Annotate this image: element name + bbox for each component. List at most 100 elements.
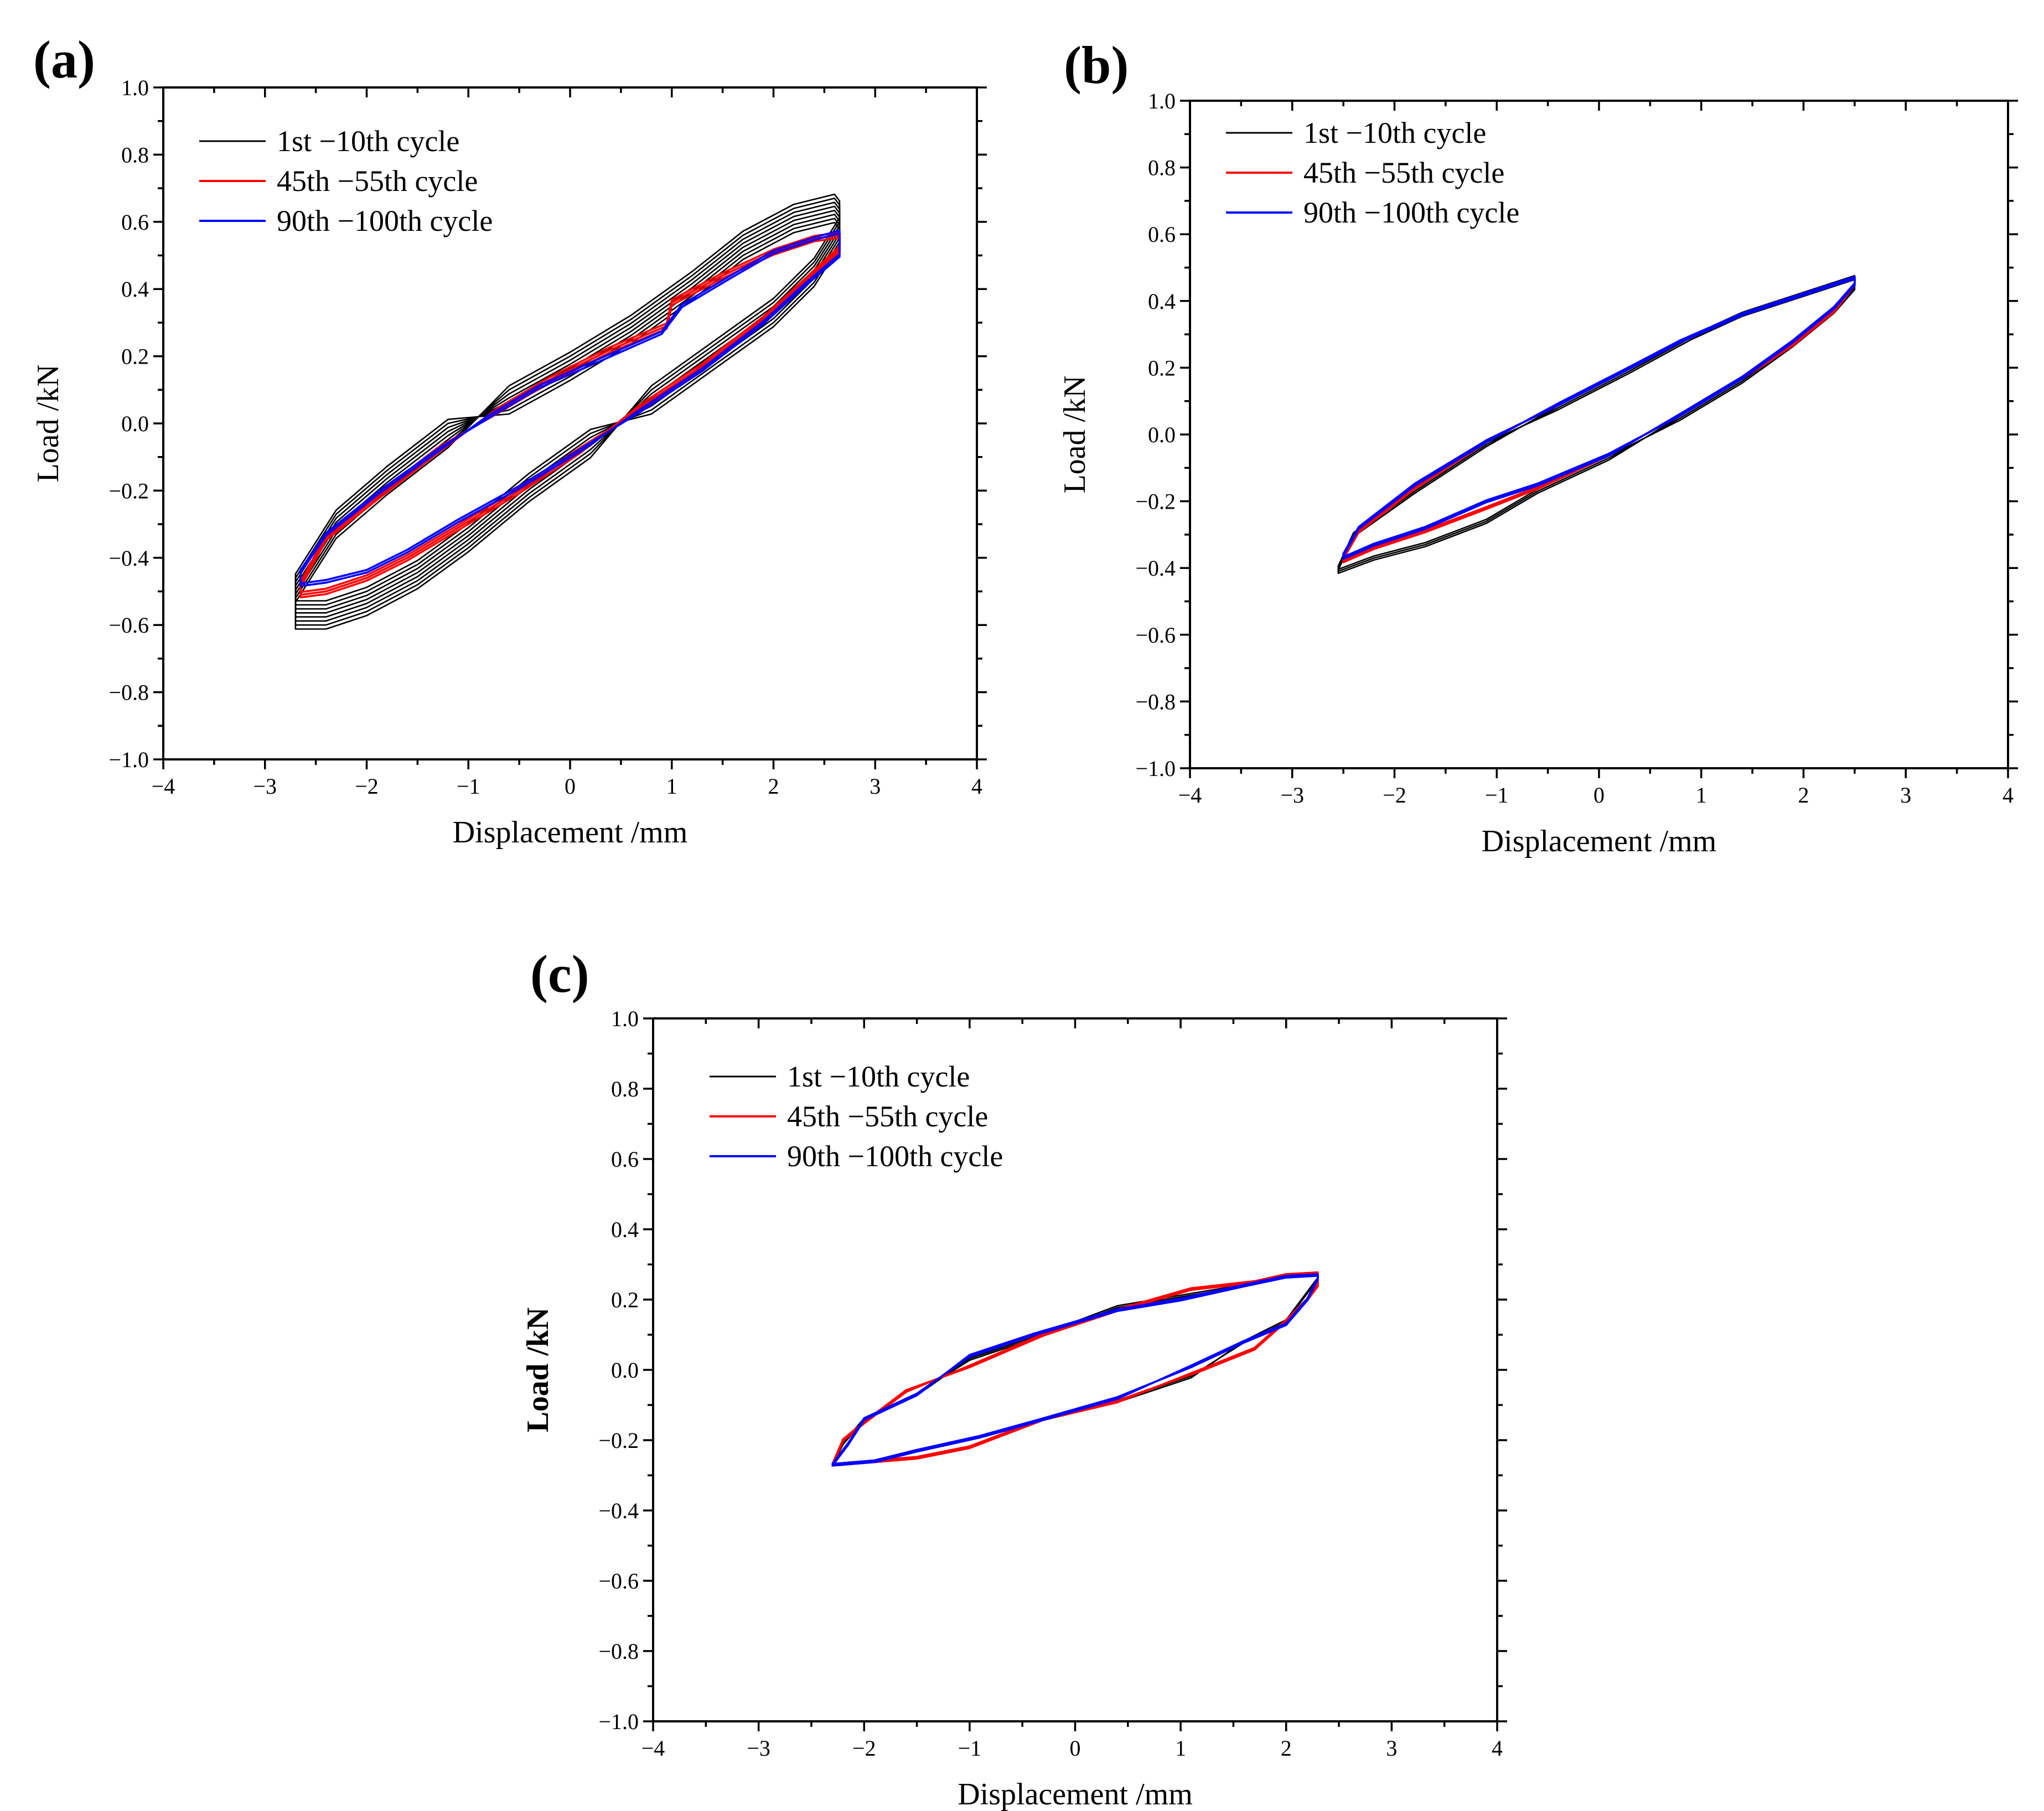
y-axis-title: Load /kN (1058, 375, 1092, 493)
y-tick-label: 0.8 (1148, 156, 1176, 180)
x-tick-label: 4 (2002, 783, 2014, 808)
y-tick-label: −0.2 (1135, 489, 1176, 514)
y-tick-label: 0.0 (121, 411, 149, 436)
series-loop-1 (294, 209, 841, 614)
x-tick-label: −2 (1383, 783, 1406, 808)
y-tick-label: 0.0 (611, 1358, 639, 1383)
series-loop-2 (299, 231, 841, 599)
x-tick-label: −2 (852, 1736, 876, 1761)
x-tick-label: −1 (958, 1736, 982, 1761)
x-tick-label: 2 (768, 774, 779, 799)
legend-label-1: 1st −10th cycle (277, 125, 459, 158)
x-axis-title: Displacement /mm (453, 815, 688, 850)
y-tick-label: 0.4 (121, 277, 149, 302)
series-loop-1 (294, 198, 841, 626)
x-tick-label: 2 (1798, 783, 1809, 808)
y-tick-label: 0.8 (121, 142, 149, 167)
y-tick-label: −0.4 (1135, 556, 1176, 581)
legend-label-1: 1st −10th cycle (1303, 116, 1486, 149)
legend-label-3: 90th −100th cycle (1303, 196, 1519, 229)
x-tick-label: 0 (565, 774, 576, 799)
y-tick-label: 0.2 (1148, 355, 1176, 380)
x-tick-label: 3 (1900, 783, 1911, 808)
y-tick-label: −1.0 (1135, 756, 1176, 781)
series-loop-1 (294, 214, 841, 610)
series-loop-1 (294, 218, 841, 606)
x-tick-label: 2 (1281, 1736, 1292, 1761)
y-axis-title: Load /kN (521, 1307, 555, 1432)
x-tick-label: −2 (355, 774, 379, 799)
y-tick-label: 0.4 (1148, 289, 1176, 314)
series-loop-2 (1342, 277, 1856, 562)
series-loop-1 (294, 205, 841, 618)
series-loop-1 (1337, 275, 1856, 575)
y-tick-label: 0.2 (121, 344, 149, 369)
series-loop-1 (294, 221, 841, 602)
y-axis-title: Load /kN (31, 364, 65, 482)
x-tick-label: 1 (1175, 1736, 1186, 1761)
y-tick-label: −0.6 (108, 613, 149, 638)
y-tick-label: 1.0 (611, 1006, 639, 1031)
series-loop-3 (299, 232, 841, 584)
series-loop-3 (831, 1275, 1319, 1465)
series-loop-1 (831, 1273, 1319, 1467)
y-tick-label: −0.2 (598, 1428, 639, 1453)
y-tick-label: −1.0 (598, 1709, 639, 1734)
x-axis-title: Displacement /mm (958, 1777, 1193, 1811)
y-tick-label: 0.6 (1148, 222, 1176, 247)
series-loop-1 (1337, 278, 1856, 570)
series-loop-2 (831, 1273, 1319, 1465)
series-loop-1 (294, 193, 841, 630)
series-loop-3 (1342, 277, 1856, 558)
x-tick-label: −4 (641, 1736, 665, 1761)
x-tick-label: 1 (666, 774, 677, 799)
x-tick-label: 0 (1593, 783, 1605, 808)
legend-label-1: 1st −10th cycle (787, 1060, 970, 1093)
legend-label-2: 45th −55th cycle (1303, 156, 1504, 189)
y-tick-label: −0.8 (598, 1639, 639, 1664)
y-tick-label: −0.8 (1135, 689, 1176, 714)
series-loop-3 (299, 229, 841, 587)
y-tick-label: 0.8 (611, 1077, 639, 1101)
y-tick-label: 1.0 (1148, 89, 1176, 113)
series-loop-2 (1342, 276, 1856, 563)
panel-c: (c) −4 −3 −2 −1 0 1 2 3 4 1.0 0.8 0.6 0.4 0.2 0.0 −0.2 −0… (521, 944, 1507, 1811)
series-loop-2 (299, 234, 841, 596)
y-tick-label: −0.2 (108, 478, 149, 503)
x-tick-label: −3 (253, 774, 277, 799)
y-tick-label: 0.6 (611, 1147, 639, 1172)
y-tick-label: −0.8 (108, 680, 149, 705)
panel-label: (c) (530, 944, 589, 1003)
x-tick-label: 3 (870, 774, 881, 799)
plot-frame (652, 1017, 1498, 1722)
y-tick-label: −0.4 (598, 1498, 639, 1523)
x-tick-label: 4 (971, 774, 982, 799)
x-tick-label: 4 (1492, 1736, 1503, 1761)
panel-b: (b) −4 −3 −2 −1 0 1 2 3 4 1.0 0.8 0.6 0.4 0.2 0.0 −0.2 −0… (1058, 35, 2018, 858)
y-tick-label: 0.6 (121, 210, 149, 235)
panel-label: (a) (33, 30, 95, 89)
x-tick-label: −1 (457, 774, 480, 799)
y-tick-label: −0.6 (1135, 623, 1176, 648)
x-axis-title: Displacement /mm (1482, 824, 1717, 858)
series-loop-3 (831, 1273, 1319, 1467)
legend-label-3: 90th −100th cycle (787, 1140, 1003, 1173)
x-tick-label: −4 (152, 774, 175, 799)
y-tick-label: 1.0 (121, 75, 149, 100)
legend-label-3: 90th −100th cycle (277, 204, 493, 237)
y-tick-label: 0.4 (611, 1217, 639, 1242)
panel-label: (b) (1064, 35, 1129, 95)
x-tick-label: 3 (1386, 1736, 1397, 1761)
series-loop-1 (294, 201, 841, 622)
y-tick-label: 0.2 (611, 1287, 639, 1312)
x-tick-label: 0 (1070, 1736, 1081, 1761)
series-loop-3 (1342, 276, 1856, 560)
x-tick-label: −4 (1178, 783, 1202, 808)
y-tick-label: −0.6 (598, 1569, 639, 1593)
x-tick-label: −3 (747, 1736, 770, 1761)
x-tick-label: −1 (1485, 783, 1509, 808)
y-tick-label: 0.0 (1148, 422, 1176, 447)
series-loop-1 (831, 1275, 1319, 1465)
y-tick-label: −0.4 (108, 546, 149, 571)
